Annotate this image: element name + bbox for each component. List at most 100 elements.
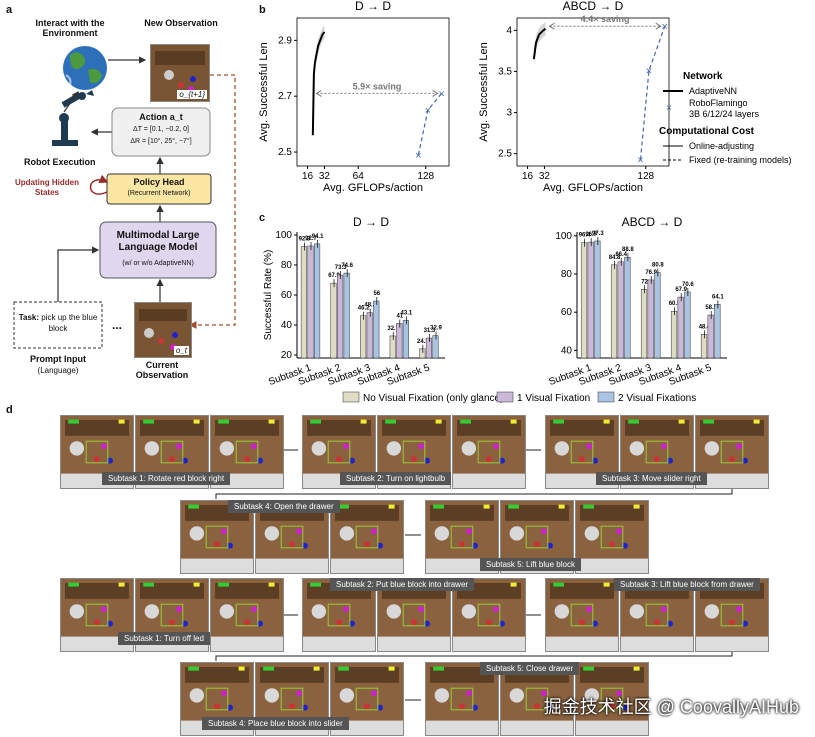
roboflamingo-marker: × xyxy=(646,66,652,78)
panel-c-legend: No Visual Fixation (only glance) 1 Visual… xyxy=(342,391,696,404)
x-axis-label: Avg. GFLOPs/action xyxy=(543,182,643,194)
plot-frame xyxy=(296,17,450,167)
bar-value-label: 84.8 xyxy=(609,255,621,261)
updating-hidden-states-label: Updating Hidden States xyxy=(15,178,79,197)
bar xyxy=(640,289,648,359)
bar-value-label: 60.5 xyxy=(669,301,681,307)
watermark: 掘金技术社区 @ CoovallyAIHub xyxy=(543,697,799,717)
robot-frame-image xyxy=(695,415,769,489)
robot-frame-image xyxy=(500,662,574,736)
bar-value-label: 24.1 xyxy=(417,339,429,345)
roboflamingo-line xyxy=(417,93,443,155)
bar-value-label: 74.6 xyxy=(341,263,353,269)
bar xyxy=(677,296,684,359)
panel-b: D → D 16 32 64 128 2.5 2.7 2.9 Avg. GFLOPs/actio… xyxy=(258,0,792,194)
policy-head-subtitle: (Recurrent Network) xyxy=(127,190,191,197)
y-tick-label: 4 xyxy=(506,25,512,36)
saving-arrow-head-right xyxy=(655,22,662,30)
bar xyxy=(647,279,654,359)
policy-head-title: Policy Head xyxy=(133,177,185,187)
x-tick-label: 128 xyxy=(637,171,654,182)
chart-title: ABCD → D xyxy=(563,0,624,13)
bar xyxy=(587,241,594,359)
bar-value-label: 48.4 xyxy=(699,324,711,330)
bar xyxy=(580,242,588,359)
robot-frame-image xyxy=(210,578,284,652)
task-text: Task: pick up the blue block xyxy=(18,312,98,334)
action-title: Action a_t xyxy=(139,112,183,122)
bar-value-label: 88.8 xyxy=(622,247,634,253)
y-tick-label: 2.7 xyxy=(278,91,292,102)
subtask-caption: Subtask 2: Put blue block into drawer xyxy=(330,578,475,591)
task-description: pick up the blue block xyxy=(41,313,98,333)
adaptive-band xyxy=(533,22,546,66)
panel-a-graphics xyxy=(13,46,236,349)
subtask-caption: Subtask 3: Lift blue block from drawer xyxy=(614,578,760,591)
x-tick-label: 128 xyxy=(417,171,434,182)
subtask-caption: Subtask 4: Open the drawer xyxy=(228,500,340,513)
bar xyxy=(366,312,373,359)
y-tick-label: 60 xyxy=(281,290,293,301)
robot-frame-image xyxy=(452,415,526,489)
x-tick-label: 32 xyxy=(539,171,551,182)
y-axis-label: Avg. Successful Len xyxy=(478,42,490,141)
sequence-arrow xyxy=(215,651,733,661)
bar-value-label: 92.3 xyxy=(299,237,311,243)
y-tick-label: 3.5 xyxy=(498,66,512,77)
bar-value-label: 96.4 xyxy=(579,233,591,239)
legend-label: 1 Visual Fixation xyxy=(517,393,590,404)
y-tick-label: 100 xyxy=(555,231,572,242)
bar xyxy=(425,337,432,359)
bar-value-label: 46.2 xyxy=(358,306,370,312)
y-axis-label: Avg. Successful Len xyxy=(258,42,270,141)
bar-value-label: 48.2 xyxy=(364,303,376,309)
bar-value-label: 67.9 xyxy=(328,273,340,279)
subtask-caption: Subtask 1: Rotate red block right xyxy=(102,472,231,485)
y-axis-label: Successful Rate (%) xyxy=(263,250,274,341)
saving-annotation: 5.9× saving xyxy=(353,81,402,91)
robot-execution-label: Robot Execution xyxy=(24,157,96,167)
saving-arrow-head-left xyxy=(315,89,322,97)
y-tick-label: 60 xyxy=(561,307,573,318)
interact-label: Interact with the Environment xyxy=(35,18,105,38)
panel-d: Subtask 1: Rotate red block right Subtask… xyxy=(0,410,815,737)
panel-b-legend: Network AdaptiveNN × RoboFlamingo 3B 6/1… xyxy=(659,71,792,165)
x-tick-label: 64 xyxy=(353,171,365,182)
bar-value-label: 70.6 xyxy=(682,282,694,288)
legend-swatch xyxy=(342,391,360,403)
robot-frame-image xyxy=(575,500,649,574)
bar-value-label: 32.7 xyxy=(387,326,399,332)
bar xyxy=(432,335,439,359)
bar-value-label: 92.7 xyxy=(305,236,317,242)
legend-swatch xyxy=(496,391,514,403)
roboflamingo-line xyxy=(639,26,666,160)
bar-value-label: 72 xyxy=(641,279,648,285)
robot-frame-image xyxy=(180,500,254,574)
legend-online-label: Online-adjusting xyxy=(689,141,754,151)
new-observation-image: o_{t+1} xyxy=(150,44,210,102)
ellipsis: ... xyxy=(112,318,123,332)
y-tick-label: 2.5 xyxy=(278,147,292,158)
bar xyxy=(624,256,631,359)
x-tick-label: 32 xyxy=(319,171,331,182)
legend-network-title: Network xyxy=(683,71,723,82)
robot-frame-image xyxy=(545,578,619,652)
y-tick-label: 40 xyxy=(281,320,293,331)
bar xyxy=(402,320,409,359)
robot-frame-image xyxy=(452,578,526,652)
legend-roboflamingo-label-1: RoboFlamingo xyxy=(689,98,748,108)
legend-fixed-label: Fixed (re-training models) xyxy=(689,155,792,165)
bar xyxy=(343,272,350,359)
subtask-caption: Subtask 1: Turn off led xyxy=(118,632,210,645)
chart-b-right: ABCD → D 16 32 128 2.5 3 3.5 4 Avg. GFLOPs/actio… xyxy=(478,0,670,194)
bar-value-label: 32.9 xyxy=(430,326,442,332)
prompt-input-sublabel: (Language) xyxy=(37,366,79,375)
bar xyxy=(396,323,403,359)
sequence-arrow xyxy=(215,488,733,499)
legend-label: No Visual Fixation (only glance) xyxy=(363,393,503,404)
bar-value-label: 76.9 xyxy=(645,270,657,276)
bar xyxy=(654,272,661,359)
bar-value-label: 43.1 xyxy=(401,310,413,316)
